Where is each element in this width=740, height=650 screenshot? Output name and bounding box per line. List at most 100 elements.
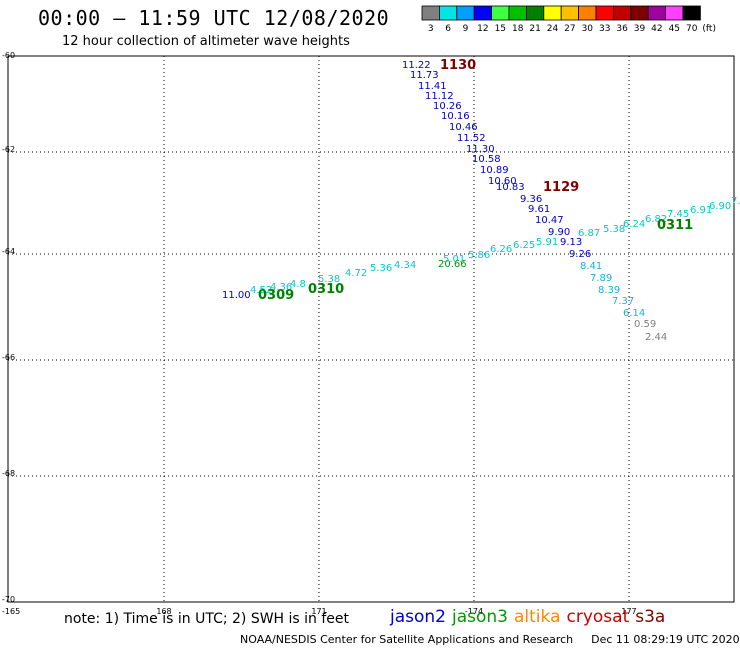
wave-height-value: 6.82	[645, 214, 667, 225]
wave-height-value: 11.41	[418, 81, 447, 92]
color-bin-42	[647, 5, 667, 21]
track-time-label: 0310	[308, 282, 344, 297]
wave-height-value: 7.	[731, 196, 740, 207]
lat-tick-label: -60	[2, 51, 15, 60]
wave-height-value: 5.91	[536, 237, 558, 248]
color-bin-21	[526, 5, 545, 21]
color-bin-label: 18	[512, 24, 524, 34]
wave-height-value: 4.52	[250, 285, 272, 296]
color-bin-24	[543, 5, 562, 21]
color-bin-30	[578, 5, 597, 21]
wave-height-value: 0.59	[634, 319, 656, 330]
track-time-label: 0309	[258, 288, 294, 303]
wave-height-value: 20.66	[438, 259, 467, 270]
color-bin-label: 6	[445, 24, 451, 34]
wave-height-value: 10.83	[496, 182, 525, 193]
track-time-label: 1130	[440, 58, 476, 73]
lon-tick-label: 177	[621, 607, 636, 616]
color-bin-36	[613, 5, 632, 21]
wave-height-value: 8.41	[580, 261, 602, 272]
lat-tick-label: -70	[2, 595, 15, 604]
color-bin-33	[595, 5, 614, 21]
color-bin-label: 21	[529, 24, 540, 34]
timestamp-text: Dec 11 08:29:19 UTC 2020	[591, 633, 740, 646]
lon-tick-label: 171	[311, 607, 326, 616]
wave-height-value: 8.39	[598, 285, 620, 296]
wave-height-value: 10.58	[472, 154, 501, 165]
map-subtitle: 12 hour collection of altimeter wave hei…	[62, 34, 350, 49]
lat-tick-label: -64	[2, 247, 15, 256]
wave-height-value: 6.14	[623, 308, 645, 319]
wave-height-value: 5.86	[468, 250, 490, 261]
wave-height-value: 7.89	[590, 273, 612, 284]
lat-lon-grid	[7, 55, 735, 603]
track-time-label: 1129	[543, 180, 579, 195]
wave-height-value: 4.36	[270, 282, 292, 293]
wave-height-value: 5.38	[603, 224, 625, 235]
color-bin-label: 39	[634, 24, 646, 34]
wave-height-value: 7.37	[612, 296, 634, 307]
color-bin-12	[473, 5, 493, 21]
color-bin-39	[630, 5, 649, 21]
wave-height-value: 10.46	[449, 122, 478, 133]
color-bin-label: 3	[428, 24, 434, 34]
axis-tick-labels: -60 -62 -64 -66 -68 -70 -165 168 171 -174 177	[2, 51, 637, 616]
color-bin-15	[491, 5, 510, 21]
satellite-jason2: jason2	[390, 607, 446, 627]
color-bin-6	[438, 5, 458, 21]
color-bin-label: 27	[564, 24, 575, 34]
satellite-altika: altika	[514, 607, 561, 627]
wave-height-value: 6.24	[623, 219, 645, 230]
color-bin-label: 15	[495, 24, 506, 34]
color-bin-45	[665, 5, 684, 21]
color-bin-9	[456, 5, 475, 21]
lon-tick-label: -165	[2, 607, 20, 616]
wave-height-value: 7.45	[667, 209, 689, 220]
color-bin-label: 36	[616, 24, 628, 34]
lon-tick-label: 168	[156, 607, 171, 616]
color-bin-label: 45	[669, 24, 680, 34]
track-labels: 1130 1129 0311 0309 0310	[258, 58, 693, 303]
wave-height-value: 10.60	[488, 176, 517, 187]
color-bin-3	[421, 5, 440, 21]
color-bin-label: 33	[599, 24, 610, 34]
wave-height-observations: 11.2211.7311.4111.1210.2610.1610.4611.52…	[222, 60, 740, 343]
color-bin-27	[560, 5, 580, 21]
wave-height-value: 6.26	[490, 244, 512, 255]
color-bin-label: 12	[477, 24, 488, 34]
color-bin-label: 24	[547, 24, 559, 34]
wave-height-value: 5.38	[318, 274, 340, 285]
wave-height-value: 5.01	[443, 254, 465, 265]
wave-height-value: 5.36	[370, 263, 392, 274]
wave-height-value: 10.26	[433, 101, 462, 112]
wave-height-value: 6.25	[513, 240, 535, 251]
satellite-jason3: jason3	[452, 607, 508, 627]
satellite-legend: jason2 jason3 altika cryosat s3a	[390, 607, 671, 627]
wave-height-value: 10.89	[480, 165, 509, 176]
wave-height-value: 9.61	[528, 204, 550, 215]
map-title: 00:00 – 11:59 UTC 12/08/2020	[38, 6, 390, 30]
color-bin-label: 30	[582, 24, 594, 34]
wave-height-value: 10.47	[535, 215, 564, 226]
wave-height-value: 11.12	[425, 91, 454, 102]
color-bin-18	[508, 5, 527, 21]
wave-height-value: 11.30	[466, 144, 495, 155]
map-frame	[7, 55, 735, 603]
wave-height-value: 6.87	[578, 228, 600, 239]
color-scale-legend: 3 6 9 12 15 18 21 24 27 30 33 36 39 42 45 70 (ft)	[421, 5, 716, 34]
wave-height-value: 4.34	[394, 260, 416, 271]
lat-tick-label: -62	[2, 145, 15, 154]
wave-height-value: 10.16	[441, 111, 470, 122]
lat-tick-label: -68	[2, 469, 15, 478]
wave-height-value: 9.26	[569, 249, 591, 260]
color-scale-unit: (ft)	[702, 24, 716, 34]
satellite-s3a: s3a	[635, 607, 666, 627]
footer-note: note: 1) Time is in UTC; 2) SWH is in fe…	[64, 611, 350, 627]
satellite-cryosat: cryosat	[566, 607, 630, 627]
track-time-label: 0311	[657, 218, 693, 233]
footer-credit: NOAA/NESDIS Center for Satellite Applica…	[240, 633, 740, 646]
wave-height-value: 6.91	[690, 205, 712, 216]
wave-height-value: 11.73	[410, 70, 439, 81]
color-bin-label: 9	[463, 24, 469, 34]
